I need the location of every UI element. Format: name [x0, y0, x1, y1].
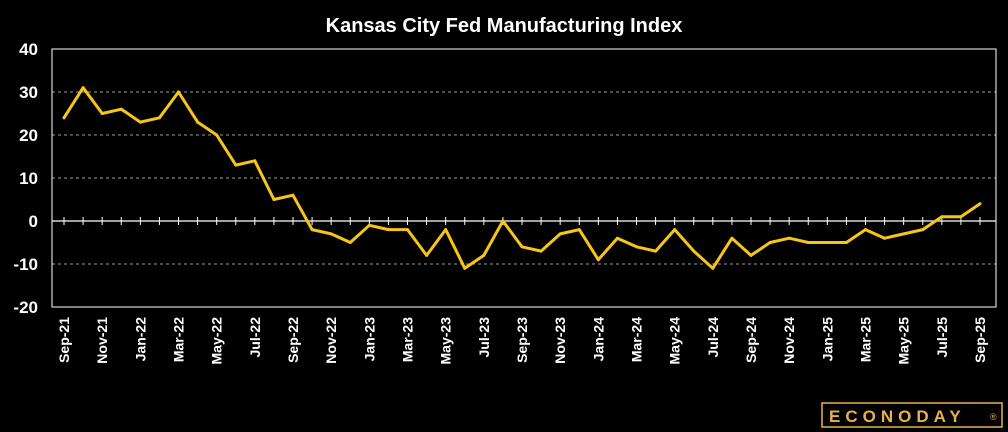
data-point — [940, 215, 944, 219]
x-tick-label: Nov-24 — [781, 317, 797, 364]
x-tick-label: May-22 — [209, 317, 225, 365]
x-tick-label: Jan-22 — [132, 317, 148, 362]
data-point — [177, 90, 180, 94]
x-tick-label: Sep-23 — [514, 317, 530, 363]
axes — [51, 48, 997, 308]
x-tick-label: Jan-24 — [590, 317, 606, 362]
chart-title: Kansas City Fed Manufacturing Index — [326, 15, 683, 37]
y-tick-label: -20 — [13, 298, 38, 317]
data-point — [348, 241, 352, 244]
data-point — [959, 215, 963, 219]
data-point — [215, 133, 219, 137]
x-tick-label: Mar-23 — [400, 317, 416, 362]
series — [62, 86, 982, 270]
data-point — [444, 228, 448, 232]
x-tick-label: Nov-23 — [552, 317, 568, 364]
y-tick-label: 0 — [29, 212, 38, 231]
data-point — [711, 266, 715, 270]
plot-border — [51, 48, 997, 308]
data-point — [654, 249, 658, 253]
data-point — [978, 202, 982, 206]
data-point — [730, 236, 734, 240]
econoday-logo: ECONODAY ® — [821, 402, 1003, 428]
data-point — [119, 107, 123, 111]
x-axis-ticks: Sep-21 Nov-21 Jan-22 Mar-22 May-22 Jul-22 Sep-… — [56, 317, 988, 365]
data-point — [673, 228, 677, 232]
x-tick-label: Jul-25 — [934, 317, 950, 358]
logo-frame — [821, 402, 1003, 428]
x-tick-label: Jul-23 — [476, 317, 492, 358]
logo-mark: ® — [990, 412, 997, 422]
data-point — [539, 249, 543, 253]
data-point — [253, 159, 257, 163]
data-point — [806, 241, 810, 244]
x-tick-label: Jul-22 — [247, 317, 263, 358]
data-point — [902, 232, 906, 236]
data-point — [81, 86, 85, 90]
data-point — [310, 228, 314, 232]
data-point — [291, 193, 295, 197]
data-point — [62, 116, 66, 120]
data-point — [749, 253, 753, 257]
data-point — [196, 120, 200, 124]
data-point — [157, 116, 161, 120]
x-tick-label: May-23 — [438, 317, 454, 365]
y-tick-label: 40 — [19, 40, 38, 59]
x-tick-label: Jan-23 — [361, 317, 377, 362]
x-tick-label: Jul-24 — [705, 317, 721, 358]
data-point — [463, 266, 467, 270]
data-point — [100, 112, 104, 115]
data-point — [406, 228, 409, 232]
data-point — [615, 236, 619, 240]
data-point — [577, 228, 581, 232]
data-point — [520, 245, 524, 249]
x-tick-label: May-24 — [667, 317, 683, 365]
y-tick-label: 10 — [19, 169, 38, 188]
y-tick-label: 30 — [19, 83, 38, 102]
data-point — [787, 236, 791, 240]
y-tick-label: -10 — [13, 255, 38, 274]
x-tick-label: Nov-21 — [94, 317, 110, 364]
x-tick-label: Jan-25 — [819, 317, 835, 362]
x-tick-label: Mar-24 — [629, 317, 645, 362]
data-point — [635, 245, 638, 249]
data-point — [596, 258, 600, 262]
data-point — [138, 120, 142, 124]
data-point — [386, 228, 390, 232]
data-point — [482, 253, 486, 257]
data-point — [864, 228, 867, 232]
logo-text: ECONODAY — [829, 407, 966, 426]
data-point — [234, 163, 238, 167]
x-tick-label: May-25 — [896, 317, 912, 365]
x-tick-label: Nov-22 — [323, 317, 339, 364]
data-point — [329, 232, 333, 236]
y-axis-ticks: 40 30 20 10 0 -10 -20 — [13, 40, 38, 317]
data-point — [921, 228, 925, 232]
data-point — [692, 249, 696, 253]
x-tick-label: Sep-21 — [56, 317, 72, 363]
data-point — [768, 241, 772, 244]
data-point — [558, 232, 562, 236]
x-tick-label: Sep-22 — [285, 317, 301, 363]
x-tick-label: Mar-22 — [171, 317, 187, 362]
data-point — [272, 198, 276, 201]
data-point — [425, 253, 429, 257]
data-point — [883, 236, 887, 240]
x-tick-label: Mar-25 — [858, 317, 874, 362]
x-tick-label: Sep-24 — [743, 317, 759, 363]
data-point — [844, 241, 848, 244]
data-point — [501, 219, 505, 223]
y-tick-label: 20 — [19, 126, 38, 145]
x-tick-label: Sep-25 — [972, 317, 988, 363]
grid-lines — [52, 48, 996, 265]
data-point — [367, 223, 371, 227]
data-point — [825, 241, 829, 244]
